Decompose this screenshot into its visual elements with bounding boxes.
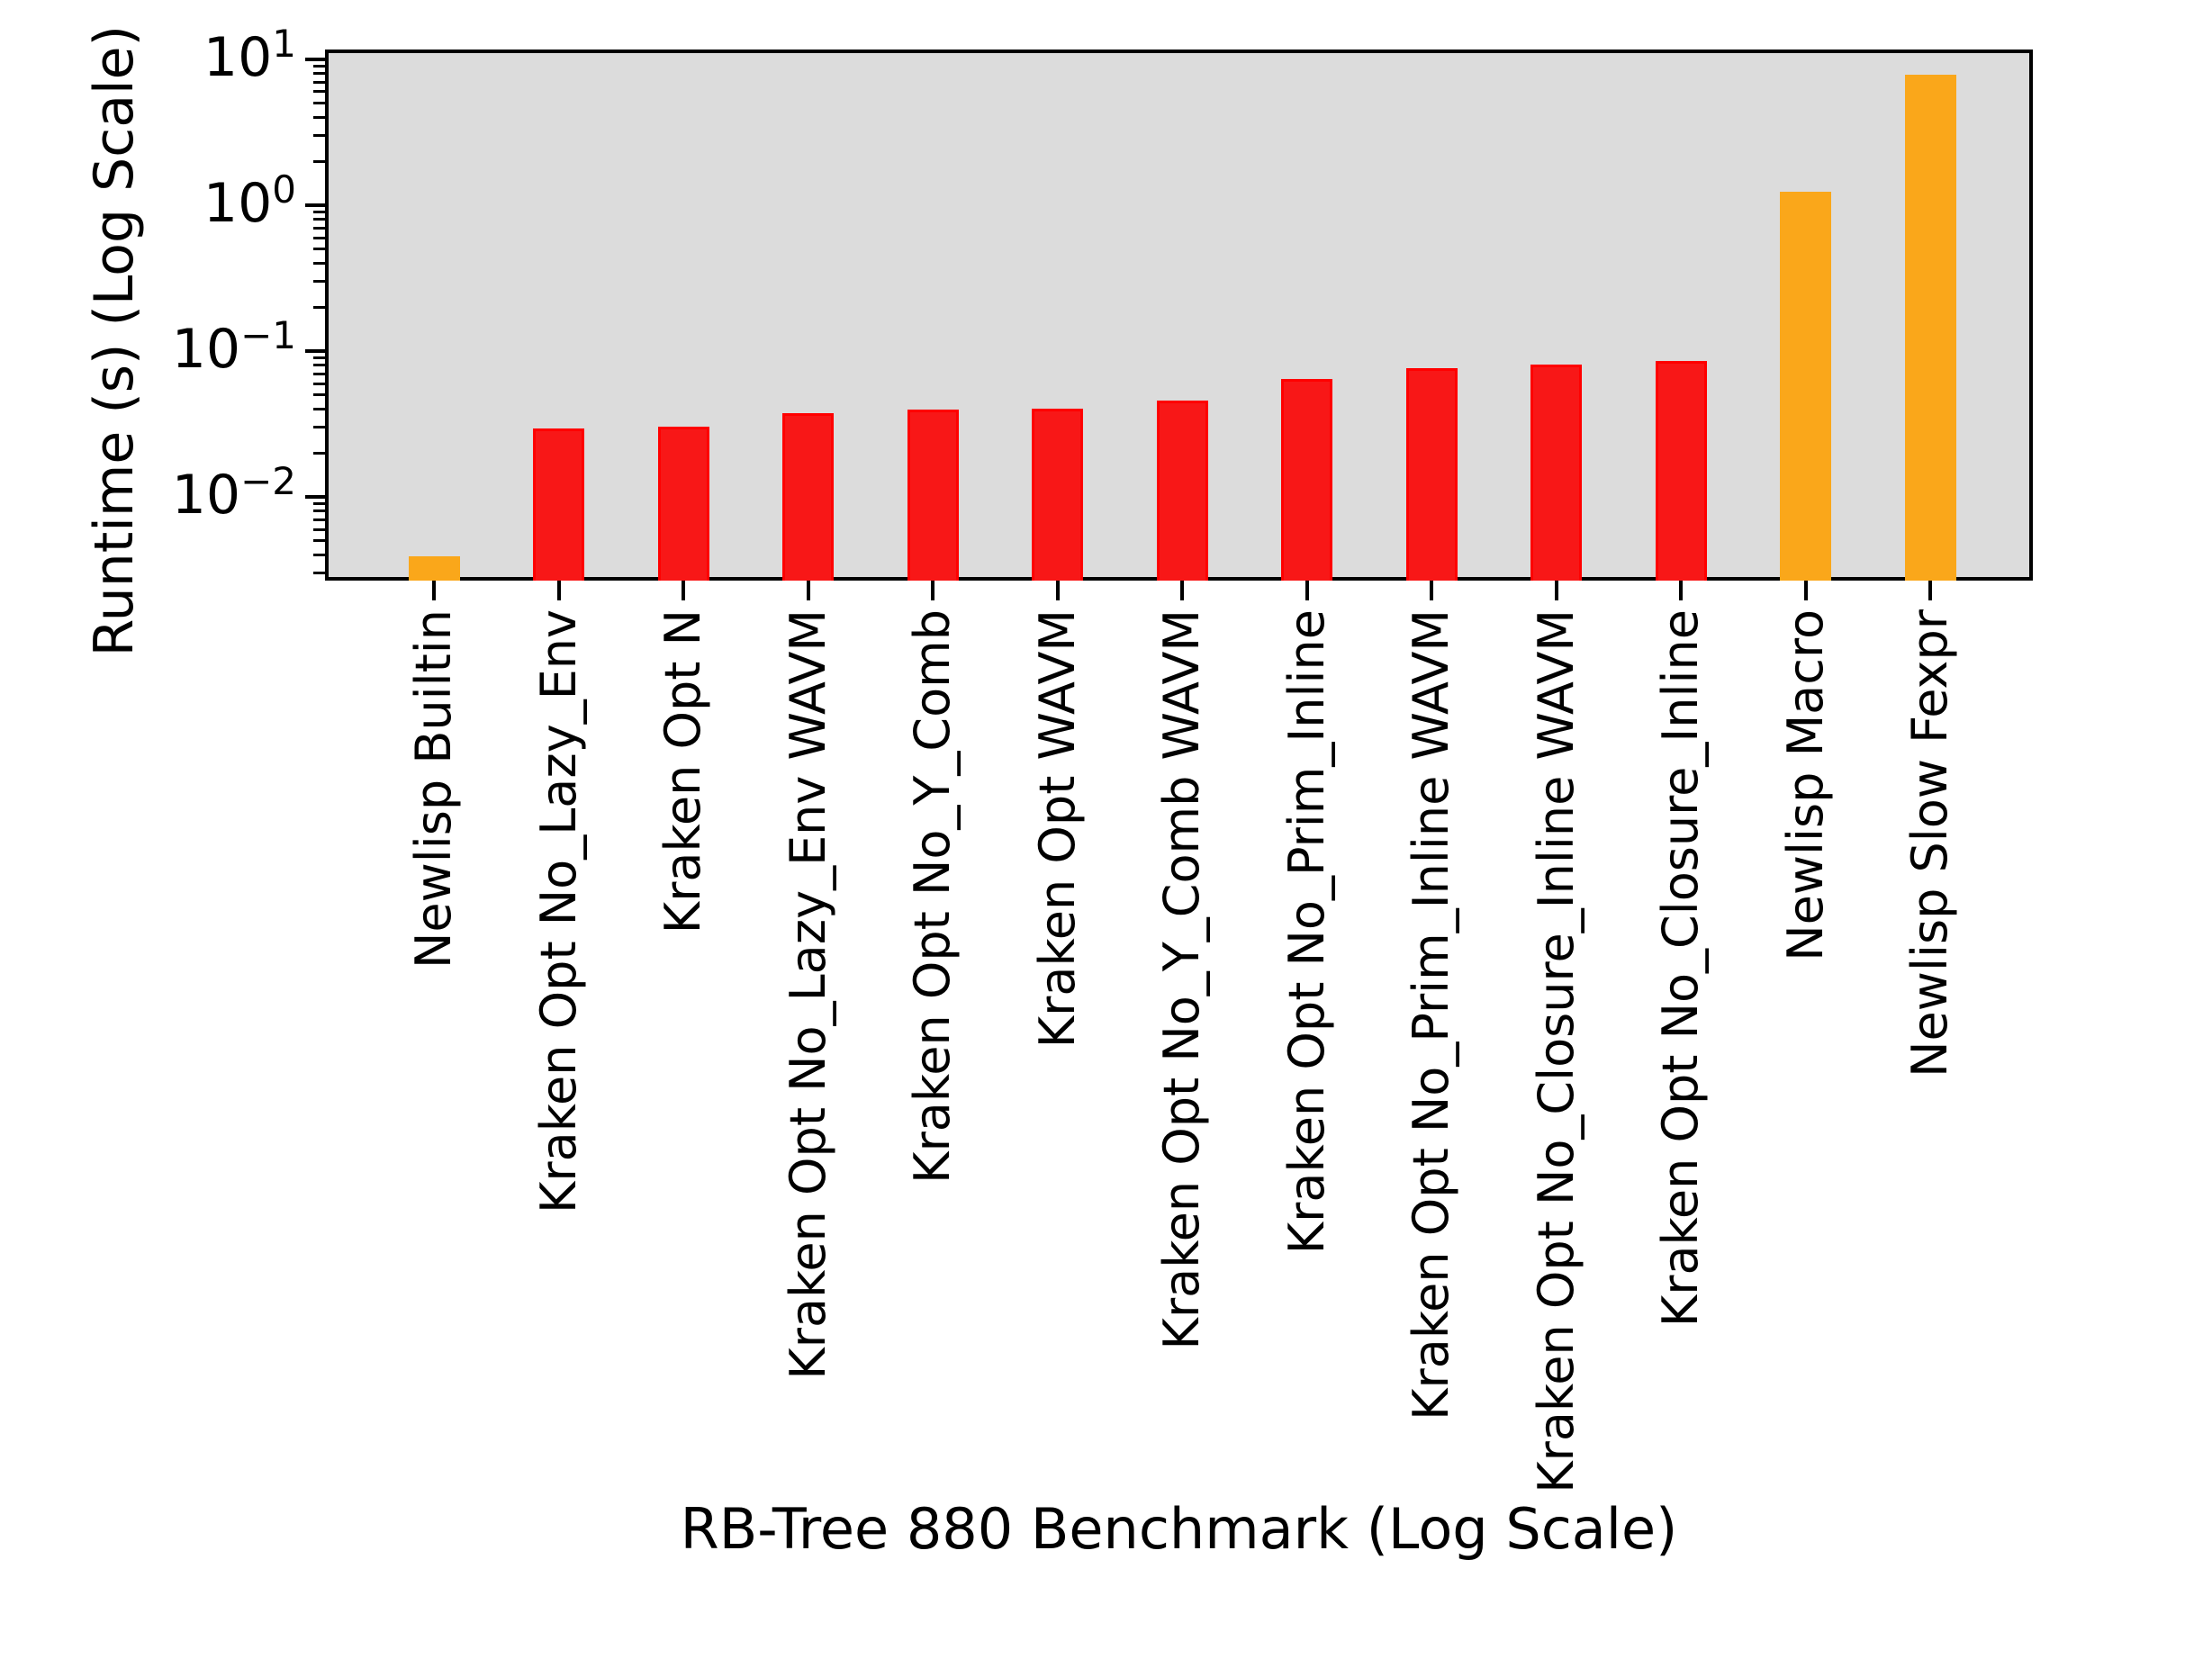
- y-minor-tick: [313, 262, 325, 266]
- x-tick-label: Kraken Opt No_Closure_Inline: [1652, 609, 1709, 1328]
- y-minor-tick: [313, 393, 325, 397]
- bar-kraken-opt-no-closure-inline: [1655, 361, 1707, 581]
- y-minor-tick: [313, 372, 325, 375]
- y-major-tick: [305, 203, 325, 208]
- y-minor-tick: [313, 572, 325, 575]
- bar-kraken-opt-no-lazy-env: [533, 428, 584, 581]
- x-major-tick: [1928, 581, 1932, 600]
- x-tick-label: Kraken Opt No_Y_Comb: [904, 609, 961, 1184]
- x-major-tick: [1180, 581, 1184, 600]
- y-minor-tick: [313, 305, 325, 309]
- x-tick-label: Kraken Opt No_Y_Comb WAVM: [1153, 609, 1210, 1350]
- x-tick-label: Kraken Opt No_Lazy_Env WAVM: [779, 609, 836, 1380]
- y-minor-tick: [313, 72, 325, 76]
- y-tick-label: 101: [203, 22, 296, 90]
- bar-kraken-opt-no-prim-inline-wavm: [1405, 367, 1458, 581]
- y-minor-tick: [313, 554, 325, 557]
- x-tick-label: Newlisp Builtin: [405, 609, 462, 969]
- y-minor-tick: [313, 80, 325, 84]
- x-major-tick: [432, 581, 436, 600]
- y-minor-tick: [313, 280, 325, 284]
- y-minor-tick: [313, 539, 325, 543]
- x-major-tick: [931, 581, 934, 600]
- y-minor-tick: [313, 356, 325, 359]
- y-minor-tick: [313, 502, 325, 505]
- x-major-tick: [1554, 581, 1558, 600]
- bar-newlisp-macro: [1780, 191, 1831, 581]
- y-minor-tick: [313, 426, 325, 429]
- y-tick-label: 100: [203, 167, 296, 236]
- x-major-tick: [1430, 581, 1433, 600]
- x-tick-label: Newlisp Slow Fexpr: [1901, 609, 1958, 1077]
- x-tick-label: Kraken Opt No_Prim_Inline: [1278, 609, 1335, 1255]
- bar-kraken-opt-no-closure-inline-wavm: [1530, 365, 1582, 581]
- x-tick-label: Kraken Opt WAVM: [1028, 609, 1086, 1049]
- y-minor-tick: [313, 236, 325, 239]
- bar-kraken-opt-no-prim-inline: [1281, 378, 1332, 581]
- x-axis-label: RB-Tree 880 Benchmark (Log Scale): [680, 1496, 1678, 1562]
- y-minor-tick: [313, 102, 325, 105]
- y-major-tick: [305, 495, 325, 500]
- y-minor-tick: [313, 116, 325, 120]
- y-minor-tick: [313, 90, 325, 94]
- x-major-tick: [1305, 581, 1309, 600]
- y-minor-tick: [313, 382, 325, 385]
- plot-area: [325, 50, 2033, 581]
- y-minor-tick: [313, 248, 325, 251]
- y-minor-tick: [313, 408, 325, 411]
- y-tick-label: 10−1: [171, 313, 296, 382]
- x-major-tick: [1679, 581, 1683, 600]
- y-minor-tick: [313, 451, 325, 455]
- bar-newlisp-slow-fexpr: [1904, 75, 1956, 581]
- x-tick-label: Kraken Opt No_Closure_Inline WAVM: [1527, 609, 1585, 1493]
- x-major-tick: [806, 581, 810, 600]
- y-minor-tick: [313, 527, 325, 531]
- x-major-tick: [682, 581, 685, 600]
- y-minor-tick: [313, 509, 325, 513]
- bar-kraken-opt-wavm: [1032, 408, 1083, 581]
- bar-kraken-opt-no-lazy-env-wavm: [782, 413, 834, 581]
- y-major-tick: [305, 58, 325, 62]
- y-tick-label: 10−2: [171, 459, 296, 527]
- bar-kraken-opt-no-y-comb-wavm: [1156, 400, 1208, 581]
- y-minor-tick: [313, 64, 325, 68]
- x-tick-label: Kraken Opt No_Lazy_Env: [529, 609, 587, 1213]
- x-tick-label: Newlisp Macro: [1776, 609, 1834, 961]
- x-tick-label: Kraken Opt No_Prim_Inline WAVM: [1403, 609, 1459, 1420]
- bar-kraken-opt-no-y-comb: [907, 410, 959, 581]
- y-minor-tick: [313, 226, 325, 230]
- y-minor-tick: [313, 134, 325, 138]
- bar-newlisp-builtin: [408, 556, 460, 581]
- y-minor-tick: [313, 218, 325, 221]
- bar-kraken-opt-n: [657, 426, 709, 581]
- x-major-tick: [1803, 581, 1808, 600]
- y-minor-tick: [313, 364, 325, 367]
- y-minor-tick: [313, 210, 325, 213]
- x-major-tick: [1055, 581, 1060, 600]
- x-tick-label: Kraken Opt N: [655, 609, 711, 934]
- y-minor-tick: [313, 518, 325, 521]
- y-minor-tick: [313, 159, 325, 163]
- y-major-tick: [305, 349, 325, 354]
- x-major-tick: [556, 581, 561, 600]
